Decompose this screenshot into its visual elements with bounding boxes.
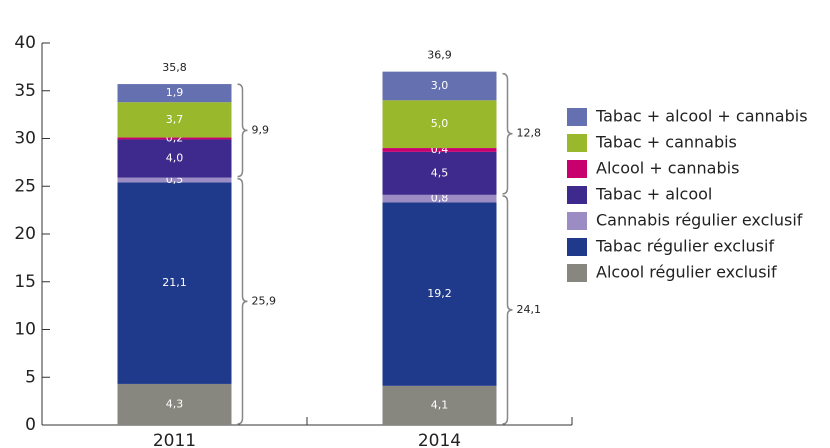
y-tick-label: 15	[14, 272, 36, 292]
y-tick-label: 30	[14, 129, 36, 149]
y-tick-label: 40	[14, 33, 36, 53]
bar-segment	[382, 148, 497, 152]
value-label: 3,0	[431, 79, 449, 92]
legend-swatch	[567, 160, 587, 178]
value-label: 4,3	[166, 397, 184, 410]
bracket	[237, 177, 248, 425]
value-label: 5,0	[431, 117, 449, 130]
bar-segment	[382, 71, 497, 101]
legend-label: Tabac + alcool + cannabis	[595, 107, 808, 126]
legend-label: Alcool régulier exclusif	[596, 263, 777, 282]
value-label: 3,7	[166, 113, 184, 126]
total-label: 36,9	[427, 49, 452, 62]
legend-label: Alcool + cannabis	[596, 159, 739, 178]
bar-segment	[117, 139, 232, 178]
x-tick-label: 2011	[153, 431, 196, 448]
value-label: 21,1	[162, 276, 187, 289]
bracket	[502, 72, 513, 195]
bracket	[237, 83, 248, 178]
legend-swatch	[567, 212, 587, 230]
y-tick-label: 5	[25, 367, 36, 387]
bar-segment	[117, 177, 232, 183]
bar-segment	[382, 151, 497, 195]
legend-label: Cannabis régulier exclusif	[596, 211, 803, 230]
value-label: 4,5	[431, 166, 449, 179]
value-label: 4,0	[166, 152, 184, 165]
bar-segment	[382, 194, 497, 203]
legend-swatch	[567, 264, 587, 282]
bar-segment	[117, 182, 232, 384]
bracket-label: 25,9	[252, 294, 277, 307]
bracket-label: 12,8	[517, 127, 542, 140]
bar-segment	[382, 100, 497, 149]
bar-segment	[117, 383, 232, 425]
y-tick-label: 10	[14, 320, 36, 340]
y-tick-label: 0	[25, 415, 36, 435]
y-tick-label: 25	[14, 176, 36, 196]
value-label: 4,1	[431, 398, 449, 411]
bracket-label: 9,9	[252, 123, 270, 136]
bar-segment	[117, 84, 232, 103]
y-tick-label: 35	[14, 81, 36, 101]
legend-label: Tabac + cannabis	[595, 133, 737, 152]
y-tick-label: 20	[14, 224, 36, 244]
bracket-label: 24,1	[517, 303, 542, 316]
total-label: 35,8	[162, 61, 187, 74]
x-tick-label: 2014	[418, 431, 461, 448]
legend-swatch	[567, 238, 587, 256]
value-label: 0,8	[431, 192, 449, 205]
value-label: 19,2	[427, 287, 452, 300]
legend-swatch	[567, 108, 587, 126]
bar-segment	[382, 385, 497, 425]
legend-label: Tabac régulier exclusif	[595, 237, 774, 256]
bar-segment	[117, 137, 232, 140]
legend-swatch	[567, 134, 587, 152]
legend-label: Tabac + alcool	[595, 185, 712, 204]
legend-swatch	[567, 186, 587, 204]
bracket	[502, 195, 513, 425]
bar-segment	[382, 202, 497, 386]
value-label: 1,9	[166, 86, 184, 99]
bar-segment	[117, 102, 232, 138]
